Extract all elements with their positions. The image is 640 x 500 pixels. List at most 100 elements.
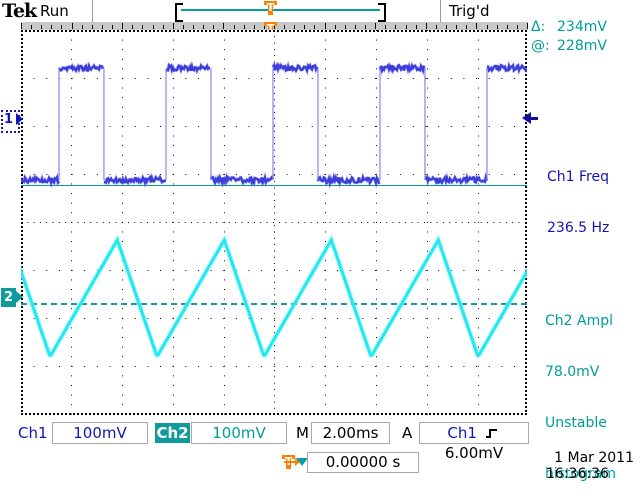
ruler-minor-tick — [406, 25, 407, 29]
grid-center-col — [274, 30, 275, 415]
ch2-measurement[interactable]: Ch2 Ampl 78.0mV Unstable histogram — [545, 279, 616, 500]
horizontal-position-value[interactable]: 0.00000 s — [307, 452, 419, 473]
ruler-major-tick — [426, 23, 427, 29]
ch2-vertical-scale[interactable]: 100mV — [191, 422, 287, 444]
ruler-minor-tick — [345, 25, 346, 29]
ruler-minor-tick — [507, 25, 508, 29]
bracket-left — [175, 3, 183, 22]
grid-col — [325, 30, 326, 415]
acquisition-state[interactable]: Run — [40, 2, 69, 20]
grid-col — [427, 30, 428, 415]
grid-col — [122, 30, 123, 415]
ruler-major-tick — [173, 23, 174, 29]
ruler-minor-tick — [436, 25, 437, 29]
cursor-delta-value: 234mV — [557, 19, 607, 35]
bracket-right — [378, 3, 386, 22]
bottom-status-bar: T 0.00000 s 1 Mar 2011 16:36:36 — [0, 450, 640, 482]
ch1-setting-label[interactable]: Ch1 — [18, 424, 48, 442]
ruler-minor-tick — [102, 25, 103, 29]
ch2-measurement-note-2: histogram — [545, 466, 616, 482]
datetime-readout: 1 Mar 2011 16:36:36 — [546, 450, 634, 482]
ch2-setting-label[interactable]: Ch2 — [155, 423, 190, 443]
timebase-setting[interactable]: 2.00ms — [311, 422, 390, 444]
ruler-minor-tick — [82, 25, 83, 29]
ruler-minor-tick — [335, 25, 336, 29]
cursor-at-symbol: @: — [531, 38, 550, 54]
top-status-bar: Tek Run Trig'd — [0, 0, 640, 22]
ruler-minor-tick — [466, 25, 467, 29]
trigger-state: Trig'd — [449, 2, 490, 20]
ruler-minor-tick — [183, 25, 184, 29]
trigger-position-icon-top[interactable]: T — [264, 1, 277, 17]
record-length-indicator — [175, 3, 386, 22]
ruler-major-tick — [122, 23, 123, 29]
ruler-major-tick — [223, 23, 224, 29]
ruler-minor-tick — [92, 25, 93, 29]
cursor-b-line[interactable] — [21, 303, 527, 305]
grid-border-left — [21, 30, 23, 415]
t-letter: T — [266, 22, 275, 35]
ruler-minor-tick — [487, 25, 488, 29]
ruler-major-tick — [527, 23, 528, 29]
t-letter: T — [282, 455, 295, 471]
ruler-minor-tick — [51, 25, 52, 29]
ch1-vertical-scale[interactable]: 100mV — [52, 422, 148, 444]
ruler-minor-tick — [385, 25, 386, 29]
ruler-minor-tick — [254, 25, 255, 29]
trigger-level-tail — [531, 117, 538, 120]
cursor-at-value: 228mV — [557, 38, 607, 54]
ruler-minor-tick — [41, 25, 42, 29]
ruler-minor-tick — [112, 25, 113, 29]
ruler-minor-tick — [456, 25, 457, 29]
grid-col — [173, 30, 174, 415]
trigger-settings[interactable]: Ch1 6.00mV — [419, 422, 529, 462]
ruler-minor-tick — [294, 25, 295, 29]
ch2-measurement-note-1: Unstable — [545, 415, 607, 431]
ruler-minor-tick — [517, 25, 518, 29]
ruler-major-tick — [325, 23, 326, 29]
ruler-minor-tick — [61, 25, 62, 29]
ch2-marker-box — [1, 288, 16, 307]
ruler-minor-tick — [304, 25, 305, 29]
ruler-minor-tick — [132, 25, 133, 29]
time-text: 16:36:36 — [546, 466, 609, 482]
tek-logo: Tek — [2, 0, 37, 22]
ch2-measurement-value: 78.0mV — [545, 364, 600, 380]
grid-col — [71, 30, 72, 415]
cursor-at-row: @: 228mV — [531, 37, 607, 56]
cursor-delta-symbol: Δ: — [531, 19, 546, 35]
ruler-major-tick — [375, 23, 376, 29]
ruler-major-tick — [476, 23, 477, 29]
ruler-minor-tick — [234, 25, 235, 29]
ruler-minor-tick — [203, 25, 204, 29]
ruler-minor-tick — [314, 25, 315, 29]
ruler-minor-tick — [244, 25, 245, 29]
grid-border-top — [21, 30, 527, 32]
trigger-level-arrow[interactable] — [522, 112, 531, 124]
ruler-minor-tick — [163, 25, 164, 29]
trigger-level: 6.00mV — [444, 444, 504, 462]
grid-col — [376, 30, 377, 415]
cursor-a-line[interactable] — [21, 185, 527, 186]
ch2-trace — [21, 233, 527, 358]
ruler-minor-tick — [193, 25, 194, 29]
ch1-measurement-value: 236.5 Hz — [547, 220, 610, 236]
horizontal-position-arrow-icon — [284, 458, 300, 466]
ruler-minor-tick — [284, 25, 285, 29]
ruler-minor-tick — [213, 25, 214, 29]
cursor-delta-row: Δ: 234mV — [531, 18, 607, 37]
t-letter: T — [266, 1, 275, 14]
rising-edge-icon — [485, 429, 497, 438]
waveform-traces — [21, 59, 527, 358]
ruler-minor-tick — [416, 25, 417, 29]
ruler-minor-tick — [153, 25, 154, 29]
date-text: 1 Mar 2011 — [554, 450, 634, 466]
waveform-graticule[interactable] — [21, 30, 527, 415]
ch1-measurement[interactable]: Ch1 Freq 236.5 Hz — [547, 135, 609, 254]
horizontal-position-triangle-icon — [296, 458, 308, 466]
grid-col — [478, 30, 479, 415]
trigger-prefix: A — [402, 424, 413, 442]
timebase-ruler — [21, 22, 528, 30]
ch2-measurement-label: Ch2 Ampl — [545, 313, 613, 329]
ruler-major-tick — [72, 23, 73, 29]
